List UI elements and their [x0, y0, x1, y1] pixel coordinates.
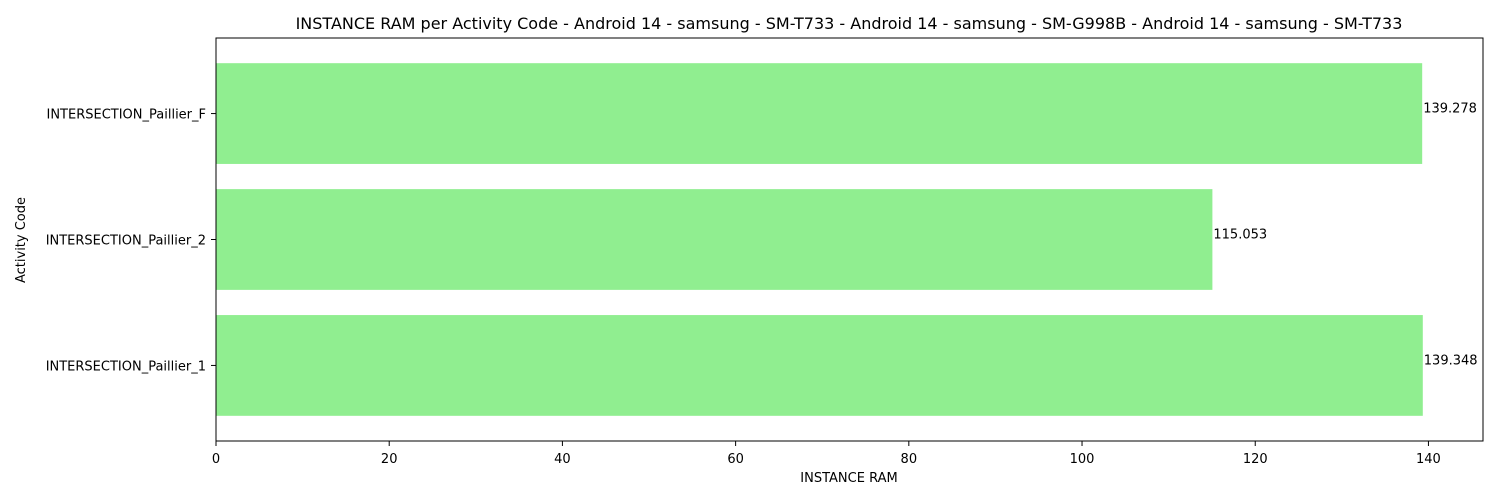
- x-tick-label: 80: [901, 452, 918, 467]
- x-ticks-layer: 0 20 40 60 80 100 120 140: [212, 441, 1441, 467]
- x-tick-label: 40: [554, 452, 571, 467]
- y-tick-label: INTERSECTION_Paillier_F: [46, 108, 206, 123]
- y-ticks-layer: INTERSECTION_Paillier_1 INTERSECTION_Pail…: [46, 108, 216, 374]
- y-tick-label: INTERSECTION_Paillier_1: [46, 359, 206, 374]
- value-labels-layer: 139.348 115.053 139.278: [1213, 102, 1477, 369]
- chart-title: INSTANCE RAM per Activity Code - Android…: [296, 14, 1403, 33]
- x-tick-label: 0: [212, 452, 220, 467]
- y-tick-label: INTERSECTION_Paillier_2: [46, 234, 206, 249]
- bar-intersection-paillier-f: [216, 63, 1423, 164]
- x-tick-label: 100: [1070, 452, 1095, 467]
- value-label: 115.053: [1213, 228, 1267, 243]
- x-tick-label: 140: [1416, 452, 1441, 467]
- bars-layer: [216, 63, 1423, 416]
- x-tick-label: 60: [727, 452, 744, 467]
- value-label: 139.348: [1424, 353, 1478, 368]
- y-axis-label: Activity Code: [14, 197, 29, 283]
- x-tick-label: 20: [381, 452, 398, 467]
- x-tick-label: 120: [1243, 452, 1268, 467]
- x-axis-label: INSTANCE RAM: [800, 471, 897, 486]
- bar-intersection-paillier-1: [216, 315, 1423, 416]
- bar-intersection-paillier-2: [216, 189, 1213, 290]
- value-label: 139.278: [1423, 102, 1477, 117]
